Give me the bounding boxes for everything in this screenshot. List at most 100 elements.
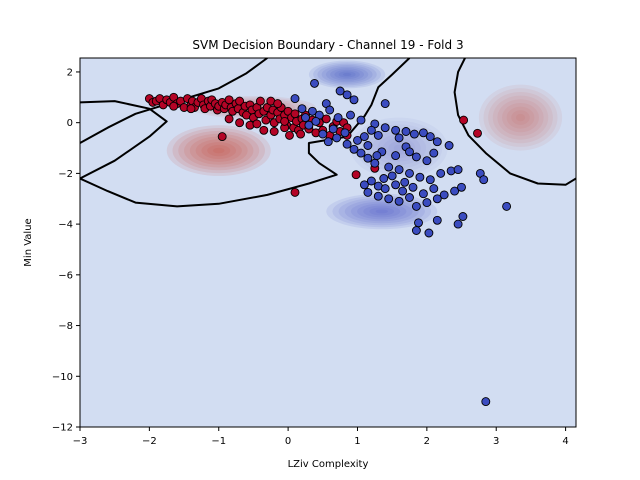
blue-contour-level bbox=[338, 197, 425, 226]
red-contour-level bbox=[497, 99, 544, 136]
x-tick-label: 1 bbox=[354, 436, 360, 447]
red-class-point bbox=[459, 115, 469, 125]
y-tick-label: −10 bbox=[52, 372, 73, 383]
red-contour-level bbox=[207, 144, 231, 157]
blue-class-point bbox=[432, 137, 442, 147]
blue-contour-level bbox=[342, 72, 352, 77]
blue-class-point bbox=[411, 152, 421, 162]
blue-class-point bbox=[307, 106, 317, 116]
red-class-point bbox=[290, 109, 300, 119]
x-tick-label: −1 bbox=[211, 436, 226, 447]
blue-class-point bbox=[301, 113, 310, 123]
red-contour-level bbox=[178, 130, 260, 171]
red-contour-level bbox=[172, 128, 265, 174]
red-class-point bbox=[224, 114, 234, 124]
blue-class-point bbox=[318, 129, 328, 139]
blue-contour-level bbox=[332, 195, 432, 228]
x-axis-label: LZiv Complexity bbox=[288, 459, 369, 470]
red-class-point bbox=[351, 170, 361, 180]
blue-class-point bbox=[424, 228, 434, 238]
data-points bbox=[144, 78, 512, 407]
blue-class-point bbox=[429, 148, 439, 158]
blue-class-point bbox=[405, 168, 414, 178]
blue-class-point bbox=[394, 133, 404, 143]
blue-class-point bbox=[432, 194, 442, 204]
blue-class-point bbox=[346, 110, 355, 120]
red-contour-level bbox=[201, 142, 237, 160]
blue-class-point bbox=[415, 172, 425, 182]
blue-class-point bbox=[363, 187, 373, 197]
y-axis-label: Min Value bbox=[23, 218, 34, 266]
blue-class-point bbox=[425, 175, 435, 185]
blue-class-point bbox=[429, 184, 439, 194]
red-contour-level bbox=[506, 106, 535, 129]
y-tick-label: −12 bbox=[52, 423, 73, 434]
blue-class-point bbox=[418, 128, 428, 138]
x-tick-label: 0 bbox=[285, 436, 291, 447]
blue-class-point bbox=[391, 151, 401, 161]
blue-class-point bbox=[363, 141, 373, 150]
blue-class-point bbox=[363, 153, 373, 163]
blue-class-point bbox=[332, 133, 342, 143]
red-contour-level bbox=[212, 147, 225, 154]
x-axis: −3 −2 −1 0 1 2 3 4 bbox=[73, 427, 569, 447]
red-class-point bbox=[255, 96, 265, 106]
red-class-point bbox=[290, 187, 300, 197]
blue-class-point bbox=[384, 162, 394, 172]
blue-class-point bbox=[432, 215, 442, 225]
blue-class-point bbox=[325, 105, 335, 115]
decision-boundary-curve-3 bbox=[453, 58, 576, 186]
blue-class-point bbox=[349, 144, 359, 154]
blue-class-point bbox=[387, 171, 397, 181]
blue-class-point bbox=[356, 115, 366, 125]
blue-class-point bbox=[372, 151, 382, 161]
blue-class-point bbox=[422, 198, 432, 208]
blue-class-point bbox=[479, 175, 489, 185]
blue-class-point bbox=[502, 201, 512, 211]
red-class-point bbox=[235, 96, 245, 106]
blue-class-point bbox=[384, 194, 394, 204]
plot-frame bbox=[79, 57, 577, 428]
red-class-point bbox=[269, 127, 279, 136]
blue-contour-level bbox=[338, 71, 356, 78]
red-class-point bbox=[321, 114, 331, 124]
blue-class-point bbox=[401, 127, 411, 136]
blue-class-point bbox=[323, 137, 333, 147]
red-class-point bbox=[186, 104, 196, 114]
blue-contour-level bbox=[357, 203, 407, 220]
blue-class-point bbox=[418, 189, 428, 199]
red-class-point bbox=[473, 128, 482, 138]
y-tick-label: −6 bbox=[58, 270, 73, 281]
blue-class-point bbox=[380, 99, 390, 109]
x-tick-label: 4 bbox=[562, 436, 568, 447]
blue-contour-level bbox=[330, 68, 365, 81]
blue-class-point bbox=[450, 186, 460, 196]
blue-class-point bbox=[349, 95, 359, 105]
red-class-point bbox=[235, 118, 245, 128]
blue-class-point bbox=[373, 130, 383, 140]
blue-region-1 bbox=[326, 193, 438, 230]
red-class-point bbox=[259, 125, 269, 135]
blue-contour-level bbox=[375, 209, 388, 214]
blue-class-point bbox=[335, 86, 345, 96]
blue-class-point bbox=[405, 193, 414, 202]
blue-class-point bbox=[408, 182, 418, 192]
blue-class-point bbox=[436, 168, 446, 178]
blue-class-point bbox=[457, 182, 466, 192]
red-contour-level bbox=[488, 91, 553, 144]
blue-class-point bbox=[439, 190, 449, 200]
red-contour-level bbox=[195, 139, 242, 162]
y-tick-label: 0 bbox=[67, 118, 73, 129]
red-class-point bbox=[217, 132, 227, 142]
blue-class-point bbox=[356, 148, 366, 158]
plot-area bbox=[79, 57, 577, 428]
blue-class-point bbox=[453, 219, 463, 229]
x-tick-label: 2 bbox=[424, 436, 430, 447]
red-region-2 bbox=[478, 84, 563, 151]
red-contour-level bbox=[189, 136, 248, 165]
blue-class-point bbox=[366, 125, 376, 135]
red-contour-level bbox=[483, 88, 558, 147]
red-class-point bbox=[169, 101, 179, 111]
blue-class-point bbox=[409, 129, 419, 139]
y-axis: 2 0 −2 −4 −6 −8 −10 −12 bbox=[52, 67, 80, 434]
